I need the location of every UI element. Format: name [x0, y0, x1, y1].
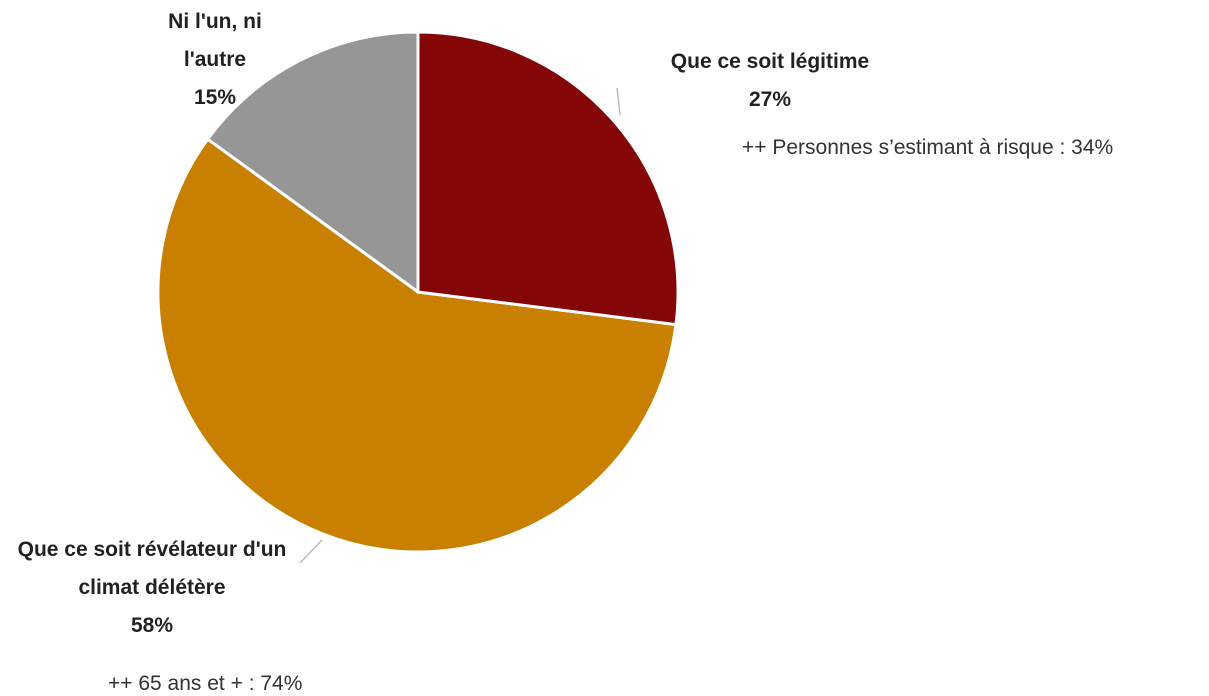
annotation: ++ 65 ans et + : 74%	[108, 672, 303, 695]
category-label: Que ce soit révélateur d'un climat délét…	[17, 538, 287, 599]
leader-line	[616, 87, 621, 116]
value-label: 27%	[748, 88, 792, 111]
category-label: Que ce soit légitime	[670, 50, 870, 73]
pie-slice	[156, 137, 678, 554]
pie-slice	[205, 30, 420, 295]
leader-line	[299, 539, 323, 564]
annotation: ++ Personnes s’estimant à risque : 34%	[742, 136, 1114, 159]
value-label: 15%	[193, 86, 237, 109]
slice-label: Que ce soit révélateur d'un climat délét…	[12, 531, 292, 645]
value-label: 58%	[130, 614, 174, 637]
category-label: Ni l'un, ni l'autre	[168, 10, 262, 71]
slice-label: Que ce soit légitime 27%	[630, 43, 910, 119]
slice-label: Ni l'un, ni l'autre 15%	[145, 3, 285, 117]
pie-slice	[416, 30, 680, 327]
